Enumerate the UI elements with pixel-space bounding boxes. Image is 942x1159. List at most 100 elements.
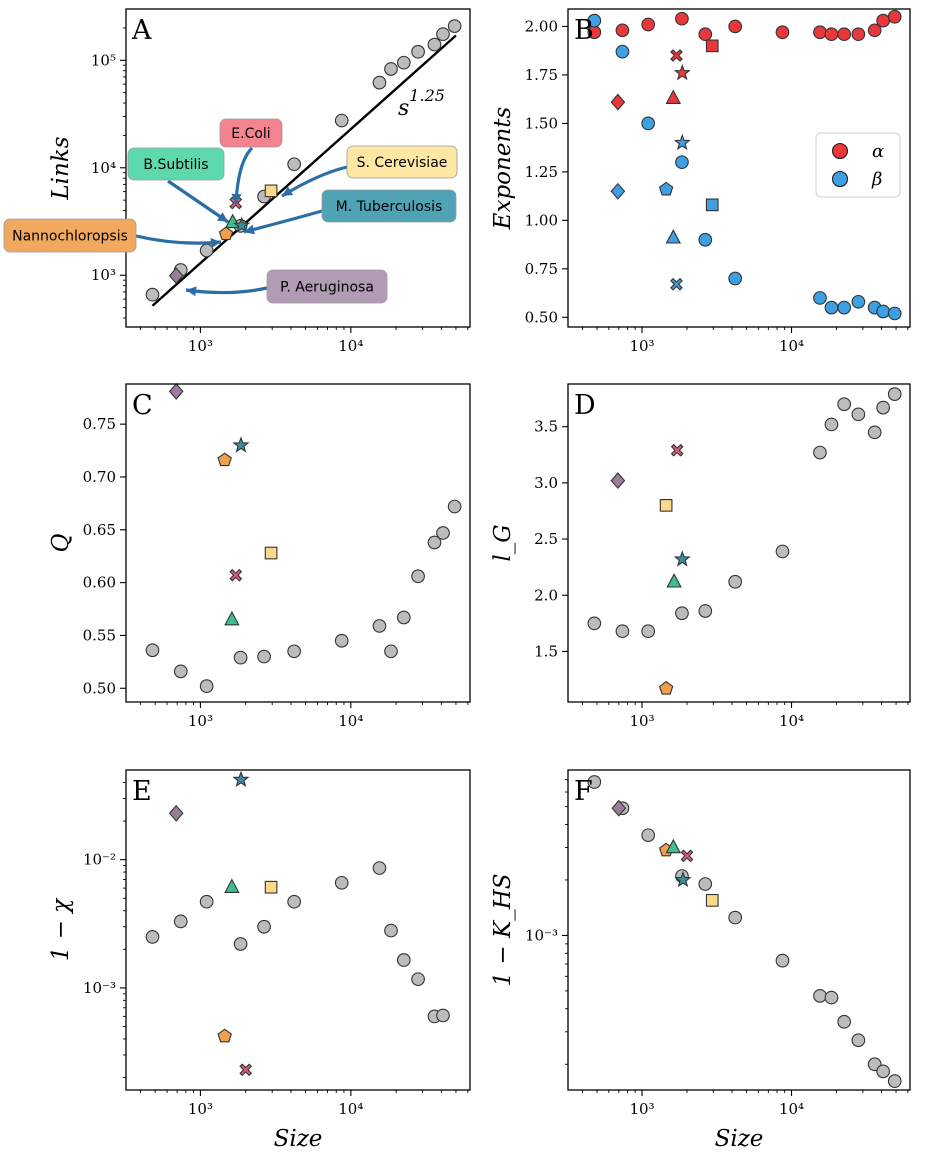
point-reference bbox=[145, 287, 160, 302]
point-s-cerevisiae bbox=[264, 880, 278, 894]
callout-arrowhead bbox=[244, 224, 255, 235]
callout-s-cerevisiae: S. Cerevisiae bbox=[281, 145, 458, 198]
point-reference bbox=[199, 894, 214, 909]
y-tick-label: 10⁵ bbox=[91, 51, 116, 69]
callout-nannochloropsis: Nannochloropsis bbox=[3, 218, 222, 253]
point-p-aeruginosa bbox=[610, 182, 626, 200]
y-tick-label: 0.50 bbox=[525, 308, 558, 326]
point- bbox=[867, 23, 882, 38]
point-reference bbox=[334, 875, 349, 890]
series-b-subtilis bbox=[224, 878, 240, 893]
y-tick-label: 0.70 bbox=[83, 468, 116, 486]
callout-arrowhead bbox=[282, 186, 294, 196]
point-reference bbox=[427, 37, 442, 52]
point-reference bbox=[173, 914, 188, 929]
callout-b-subtilis: B.Subtilis bbox=[127, 147, 229, 224]
callout-box bbox=[219, 118, 283, 148]
point-b-subtilis bbox=[666, 573, 682, 588]
point-reference bbox=[199, 679, 214, 694]
point-e-coli bbox=[229, 568, 243, 582]
point-reference bbox=[233, 650, 248, 665]
series-m-tuberculosis bbox=[673, 550, 691, 567]
callout-label: P. Aeruginosa bbox=[280, 280, 374, 296]
point-nannochloropsis bbox=[218, 226, 234, 241]
fit-line-label: s1.25 bbox=[398, 86, 445, 121]
point-m-tuberculosis bbox=[673, 133, 691, 151]
callout-arrow bbox=[167, 179, 229, 224]
series-reference bbox=[587, 775, 902, 1088]
series- bbox=[587, 9, 902, 42]
point-b-subtilis bbox=[665, 838, 682, 854]
point- bbox=[641, 17, 656, 32]
point-m-tuberculosis bbox=[674, 871, 692, 888]
series-p-aeruginosa bbox=[610, 182, 626, 200]
point-nannochloropsis bbox=[217, 1028, 232, 1043]
point-m-tuberculosis bbox=[673, 550, 691, 567]
point-reference bbox=[824, 990, 839, 1005]
point-reference bbox=[384, 923, 398, 938]
series-reference bbox=[145, 499, 462, 694]
series-s-cerevisiae bbox=[705, 198, 719, 212]
y-tick-label: 0.65 bbox=[83, 521, 116, 539]
ticks: 10³ 10⁴ 0.50 0.75 1.00 1.25 1.50 1.75 2.00 bbox=[525, 17, 909, 355]
point- bbox=[876, 13, 890, 28]
point-reference bbox=[372, 619, 387, 633]
point-reference bbox=[728, 574, 743, 589]
y-tick-label: 10⁴ bbox=[91, 159, 116, 177]
point-s-cerevisiae bbox=[705, 39, 719, 53]
y-tick-label: 2.00 bbox=[525, 17, 558, 35]
series-e-coli bbox=[670, 49, 683, 62]
plot-frame bbox=[125, 769, 471, 1091]
callout-label: S. Cerevisiae bbox=[357, 155, 448, 171]
y-tick-label: 1.75 bbox=[525, 66, 558, 84]
point- bbox=[837, 300, 852, 315]
series-b-subtilis bbox=[665, 838, 682, 854]
point-e-coli bbox=[239, 1063, 253, 1077]
point- bbox=[813, 25, 827, 40]
series-p-aeruginosa bbox=[168, 267, 184, 285]
point-reference bbox=[851, 407, 866, 422]
point-reference bbox=[587, 775, 602, 789]
point-s-cerevisiae bbox=[264, 184, 278, 198]
point-e-coli bbox=[670, 49, 683, 62]
point- bbox=[887, 306, 902, 321]
y-axis-title: Links bbox=[48, 136, 74, 200]
callout-label: M. Tuberculosis bbox=[336, 199, 443, 215]
callout-arrowhead bbox=[186, 286, 197, 297]
point-reference bbox=[867, 425, 882, 440]
point- bbox=[824, 300, 839, 315]
x-tick-label: 10³ bbox=[188, 337, 213, 355]
point-reference bbox=[876, 400, 890, 415]
y-tick-label: 0.75 bbox=[525, 260, 558, 278]
point-reference bbox=[698, 604, 713, 618]
series-s-cerevisiae bbox=[705, 39, 719, 53]
point-s-cerevisiae bbox=[705, 198, 719, 212]
point-b-subtilis bbox=[224, 878, 240, 893]
point-reference bbox=[173, 664, 188, 679]
point-reference bbox=[837, 397, 852, 412]
x-tick-label: 10³ bbox=[629, 337, 654, 355]
point-e-coli bbox=[680, 849, 694, 863]
point-reference bbox=[587, 616, 602, 631]
y-tick-label: 2.0 bbox=[534, 586, 558, 604]
point-reference bbox=[675, 606, 689, 621]
y-tick-label: 1.25 bbox=[525, 163, 558, 181]
point-reference bbox=[851, 1033, 866, 1048]
x-tick-label: 10³ bbox=[188, 712, 213, 730]
point-reference bbox=[411, 569, 425, 584]
x-tick-label: 10³ bbox=[629, 712, 654, 730]
plot-frame bbox=[125, 383, 471, 703]
callout-arrowhead bbox=[231, 193, 242, 204]
x-tick-label: 10⁴ bbox=[338, 712, 363, 730]
panel-b: 10³ 10⁴ 0.50 0.75 1.00 1.25 1.50 1.75 2.00 Expone… bbox=[490, 8, 911, 355]
plot-frame bbox=[567, 769, 911, 1091]
plot-frame bbox=[567, 383, 911, 703]
series-b-subtilis bbox=[666, 573, 682, 588]
x-tick-label: 10⁴ bbox=[779, 712, 804, 730]
callout-m-tuberculosis: M. Tuberculosis bbox=[243, 189, 457, 235]
point-reference bbox=[287, 644, 302, 659]
point-reference bbox=[396, 610, 411, 625]
y-tick-label: 1.5 bbox=[534, 642, 558, 660]
point-e-coli bbox=[670, 443, 684, 457]
